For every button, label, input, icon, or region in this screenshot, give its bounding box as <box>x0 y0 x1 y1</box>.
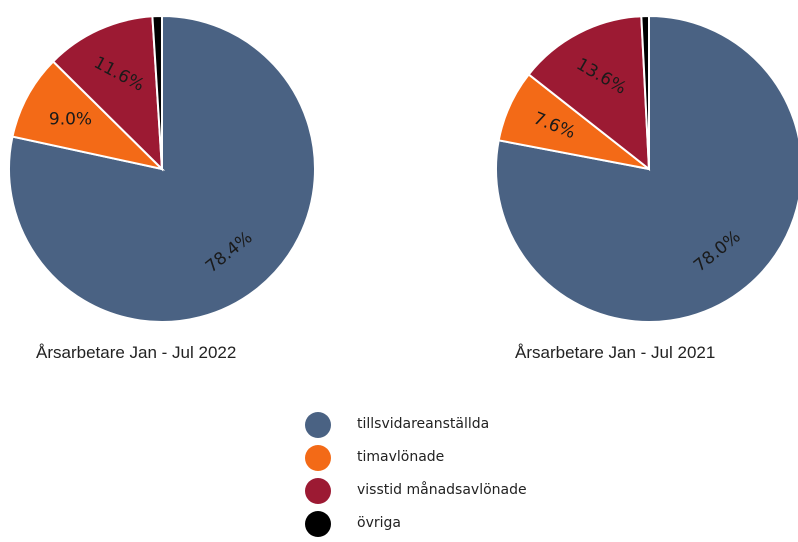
pie-slice-ovriga <box>640 14 650 170</box>
legend-marker-timavlonade <box>305 445 331 471</box>
pie-slice-visstid-manadsavlonade <box>51 15 164 172</box>
legend-marker-tillsvidareanstallda <box>305 412 331 438</box>
pie-slice-ovriga <box>151 14 163 170</box>
pie-title-2021: Årsarbetare Jan - Jul 2021 <box>515 343 716 362</box>
pie-data-label-timavlonade: 9.0% <box>49 110 92 130</box>
pie-slice-timavlonade <box>11 60 166 171</box>
pie-slice-tillsvidareanstallda <box>8 14 316 323</box>
legend-label-visstid-manadsavlonade: visstid månadsavlönade <box>357 482 527 498</box>
pie-chart-2022: 78.4%9.0%11.6% <box>8 14 316 323</box>
legend-label-timavlonade: timavlönade <box>357 449 445 465</box>
pie-chart-2021: 78.0%7.6%13.6% <box>495 14 798 323</box>
pie-title-2022: Årsarbetare Jan - Jul 2022 <box>36 343 237 362</box>
legend-marker-visstid-manadsavlonade <box>305 478 331 504</box>
pie-slice-visstid-manadsavlonade <box>527 15 651 172</box>
legend-label-ovriga: övriga <box>357 515 401 531</box>
legend-marker-ovriga <box>305 511 331 537</box>
legend-label-tillsvidareanstallda: tillsvidareanställda <box>357 416 490 432</box>
